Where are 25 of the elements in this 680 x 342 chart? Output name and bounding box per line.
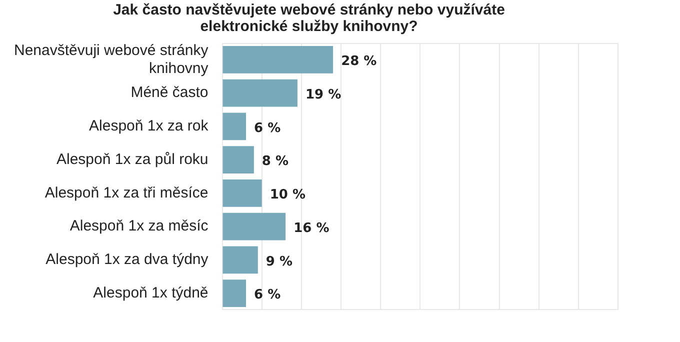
y-tick-label: Alespoň 1x za rok: [89, 118, 209, 135]
y-tick-label: Alespoň 1x za měsíc: [70, 218, 209, 235]
bar: [222, 212, 286, 240]
data-label: 19 %: [305, 87, 342, 102]
y-tick-label: Alespoň 1x za tři měsíce: [44, 184, 208, 202]
bar: [222, 112, 246, 140]
data-label: 6 %: [254, 288, 281, 303]
bar: [222, 146, 254, 174]
chart-title: Jak často navštěvujete webové stránky nebo využíváte elektronické služby knihovny?: [113, 1, 505, 35]
y-tick-label: Alespoň 1x týdně: [93, 284, 208, 302]
y-tick-label: Alespoň 1x za půl roku: [56, 150, 208, 168]
data-label: 8 %: [262, 154, 289, 170]
bar: [222, 280, 246, 307]
y-tick-label: Alespoň 1x za dva týdny: [46, 251, 209, 268]
data-label: 16 %: [294, 220, 330, 236]
y-tick-label: Nenavštěvuji webové stránky knihovny: [14, 42, 209, 77]
y-tick-label: Méně často: [130, 84, 208, 102]
bar: [222, 180, 262, 207]
bar: [222, 46, 334, 74]
data-label: 6 %: [254, 120, 281, 136]
data-label: 9 %: [266, 254, 292, 270]
data-label: 10 %: [270, 188, 306, 203]
bar: [222, 246, 258, 274]
data-label: 28 %: [341, 54, 377, 70]
bar: [222, 79, 298, 107]
